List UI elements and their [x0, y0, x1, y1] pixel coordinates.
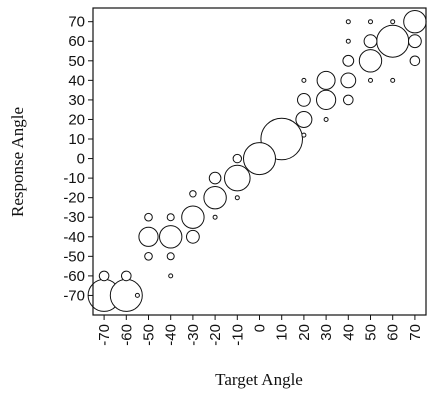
data-point	[376, 24, 410, 58]
data-point	[390, 77, 396, 83]
data-point	[408, 34, 422, 49]
data-point	[208, 171, 222, 185]
x-tick-label: -40	[163, 324, 180, 346]
y-axis-title: Response Angle	[8, 107, 27, 217]
y-tick-label: 10	[68, 131, 85, 148]
data-point	[234, 195, 240, 201]
y-tick-label: -40	[63, 229, 85, 246]
y-axis: 70 60 50 40 30 20 10 0 -10 -20 -30 -40 -50 -60 -70	[63, 14, 93, 304]
data-point	[403, 10, 427, 34]
data-point	[138, 226, 159, 247]
data-point	[144, 251, 153, 261]
data-point	[212, 214, 218, 220]
data-point	[390, 19, 396, 25]
data-point	[189, 190, 197, 198]
y-tick-label: 20	[68, 111, 85, 128]
data-point	[232, 153, 243, 164]
data-point	[409, 55, 421, 67]
data-point	[243, 142, 276, 176]
y-tick-label: 30	[68, 92, 85, 109]
x-tick-label: -70	[96, 324, 113, 346]
bubbles-layer	[87, 10, 427, 312]
data-point	[166, 213, 175, 222]
data-point	[159, 225, 183, 249]
x-tick-label: 40	[340, 324, 357, 341]
y-tick-label: -30	[63, 209, 85, 226]
data-point	[181, 205, 205, 229]
data-point	[301, 132, 307, 138]
y-tick-label: 70	[68, 14, 85, 31]
data-point	[98, 270, 110, 282]
data-point	[186, 229, 200, 244]
data-point	[144, 212, 153, 222]
data-point	[166, 252, 175, 261]
x-tick-label: 0	[252, 324, 269, 332]
data-point	[358, 49, 383, 73]
y-tick-label: -50	[63, 248, 85, 265]
x-tick-label: -30	[185, 324, 202, 346]
x-tick-label: -60	[118, 324, 135, 346]
data-point	[345, 38, 351, 44]
data-point	[316, 89, 337, 111]
data-point	[368, 77, 373, 83]
data-point	[301, 77, 307, 83]
x-tick-label: 70	[407, 324, 424, 341]
data-point	[345, 19, 351, 25]
x-tick-label: 30	[318, 324, 335, 341]
data-point	[121, 270, 132, 282]
y-tick-label: -10	[63, 170, 85, 187]
data-point	[363, 34, 378, 49]
x-tick-label: -20	[207, 324, 224, 346]
data-point	[342, 54, 355, 67]
data-point	[295, 111, 313, 128]
x-tick-label: 20	[296, 324, 313, 341]
data-point	[224, 164, 251, 192]
x-tick-label: 50	[363, 324, 380, 341]
x-tick-label: -10	[229, 324, 246, 346]
data-point	[340, 72, 357, 89]
data-point	[134, 292, 140, 298]
y-tick-label: 50	[68, 53, 85, 70]
data-point	[168, 273, 174, 279]
x-axis-title: Target Angle	[215, 370, 303, 389]
x-tick-label: -50	[141, 324, 158, 346]
data-point	[297, 93, 311, 107]
y-tick-label: -70	[63, 287, 85, 304]
data-point	[316, 70, 336, 90]
x-axis: -70 -60 -50 -40 -30 -20 -10 0 10 20 30 40 50 60 70	[96, 315, 424, 346]
x-tick-label: 60	[385, 324, 402, 341]
y-tick-label: 0	[77, 151, 85, 168]
data-point	[323, 117, 329, 122]
data-point	[343, 94, 354, 106]
data-point	[203, 186, 227, 210]
y-tick-label: 60	[68, 33, 85, 50]
x-tick-label: 10	[274, 324, 291, 341]
y-tick-label: 40	[68, 72, 85, 89]
y-tick-label: -60	[63, 268, 85, 285]
data-point	[368, 19, 373, 25]
y-tick-label: -20	[63, 190, 85, 207]
